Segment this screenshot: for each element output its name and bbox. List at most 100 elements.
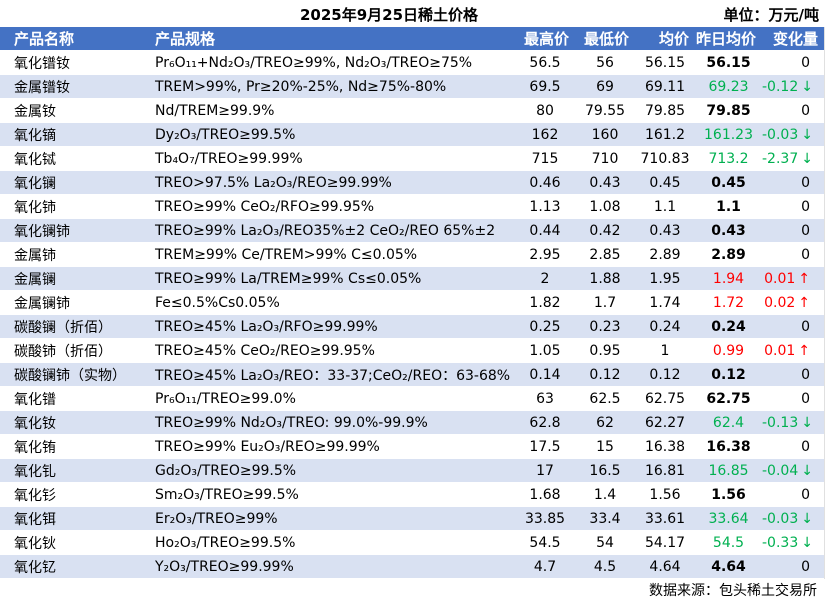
avg-price-cell[interactable]: 62.75 bbox=[635, 386, 695, 411]
low-price-cell[interactable]: 56 bbox=[575, 50, 635, 75]
avg-price-cell[interactable]: 69.11 bbox=[635, 74, 695, 99]
high-price-cell[interactable]: 162 bbox=[515, 122, 575, 147]
product-spec-cell[interactable]: TREO≥99% La₂O₃/REO35%±2 CeO₂/REO 65%±2 bbox=[140, 218, 515, 243]
low-price-cell[interactable]: 79.55 bbox=[575, 98, 635, 123]
low-price-cell[interactable]: 62.5 bbox=[575, 386, 635, 411]
product-name-cell[interactable]: 氧化铈 bbox=[0, 194, 140, 219]
table-row[interactable]: 碳酸铈（折佰） TREO≥45% CeO₂/REO≥99.95% 1.05 0.95 1… bbox=[0, 338, 824, 363]
table-row[interactable]: 氧化镧铈 TREO≥99% La₂O₃/REO35%±2 CeO₂/REO 65%… bbox=[0, 218, 824, 243]
product-name-cell[interactable]: 金属镧铈 bbox=[0, 290, 140, 315]
low-price-cell[interactable]: 1.08 bbox=[575, 194, 635, 219]
high-price-cell[interactable]: 0.46 bbox=[515, 170, 575, 195]
low-price-cell[interactable]: 0.12 bbox=[575, 362, 635, 387]
product-spec-cell[interactable]: TREO≥99% CeO₂/RFO≥99.95% bbox=[140, 194, 515, 219]
high-price-cell[interactable]: 4.7 bbox=[515, 554, 575, 579]
low-price-cell[interactable]: 69 bbox=[575, 74, 635, 99]
product-name-cell[interactable]: 碳酸镧铈（实物） bbox=[0, 362, 140, 387]
change-cell[interactable]: 0 bbox=[762, 50, 824, 75]
high-price-cell[interactable]: 62.8 bbox=[515, 410, 575, 435]
high-price-cell[interactable]: 715 bbox=[515, 146, 575, 171]
high-price-cell[interactable]: 1.05 bbox=[515, 338, 575, 363]
change-cell[interactable]: 0.02 ↑ bbox=[762, 290, 824, 315]
high-price-cell[interactable]: 1.82 bbox=[515, 290, 575, 315]
avg-price-cell[interactable]: 0.45 bbox=[635, 170, 695, 195]
yesterday-price-cell[interactable]: 1.94 bbox=[695, 266, 762, 291]
high-price-cell[interactable]: 17 bbox=[515, 458, 575, 483]
product-name-cell[interactable]: 氧化钬 bbox=[0, 530, 140, 555]
yesterday-price-cell[interactable]: 1.72 bbox=[695, 290, 762, 315]
change-cell[interactable]: 0.01 ↑ bbox=[762, 266, 824, 291]
table-row[interactable]: 金属镧铈 Fe≤0.5%Cs0.05% 1.82 1.7 1.74 1.72 0.02 ↑ bbox=[0, 290, 824, 315]
high-price-cell[interactable]: 80 bbox=[515, 98, 575, 123]
yesterday-price-cell[interactable]: 16.38 bbox=[695, 434, 762, 459]
product-spec-cell[interactable]: TREO≥45% CeO₂/REO≥99.95% bbox=[140, 338, 515, 363]
table-row[interactable]: 氧化铕 TREO≥99% Eu₂O₃/REO≥99.99% 17.5 15 16.38 1… bbox=[0, 434, 824, 459]
product-name-cell[interactable]: 金属镨钕 bbox=[0, 74, 140, 99]
avg-price-cell[interactable]: 16.81 bbox=[635, 458, 695, 483]
avg-price-cell[interactable]: 33.61 bbox=[635, 506, 695, 531]
avg-price-cell[interactable]: 16.38 bbox=[635, 434, 695, 459]
header-name[interactable]: 产品名称 bbox=[0, 27, 140, 51]
high-price-cell[interactable]: 2 bbox=[515, 266, 575, 291]
avg-price-cell[interactable]: 62.27 bbox=[635, 410, 695, 435]
header-change[interactable]: 变化量 bbox=[762, 27, 824, 51]
avg-price-cell[interactable]: 2.89 bbox=[635, 242, 695, 267]
table-row[interactable]: 氧化铽 Tb₄O₇/TREO≥99.99% 715 710 710.83 713.2 -2.… bbox=[0, 146, 824, 171]
product-name-cell[interactable]: 金属铈 bbox=[0, 242, 140, 267]
product-spec-cell[interactable]: Y₂O₃/TREO≥99.99% bbox=[140, 554, 515, 579]
low-price-cell[interactable]: 54 bbox=[575, 530, 635, 555]
change-cell[interactable]: 0 bbox=[762, 554, 824, 579]
high-price-cell[interactable]: 56.5 bbox=[515, 50, 575, 75]
change-cell[interactable]: -0.12 ↓ bbox=[762, 74, 824, 99]
yesterday-price-cell[interactable]: 79.85 bbox=[695, 98, 762, 123]
yesterday-price-cell[interactable]: 1.56 bbox=[695, 482, 762, 507]
table-row[interactable]: 氧化镝 Dy₂O₃/TREO≥99.5% 162 160 161.2 161.23 -0.0… bbox=[0, 122, 824, 147]
table-row[interactable]: 氧化钐 Sm₂O₃/TREO≥99.5% 1.68 1.4 1.56 1.56 0 bbox=[0, 482, 824, 507]
product-name-cell[interactable]: 氧化铽 bbox=[0, 146, 140, 171]
low-price-cell[interactable]: 0.95 bbox=[575, 338, 635, 363]
table-row[interactable]: 碳酸镧（折佰） TREO≥45% La₂O₃/RFO≥99.99% 0.25 0.23… bbox=[0, 314, 824, 339]
product-name-cell[interactable]: 氧化钇 bbox=[0, 554, 140, 579]
product-name-cell[interactable]: 碳酸铈（折佰） bbox=[0, 338, 140, 363]
low-price-cell[interactable]: 160 bbox=[575, 122, 635, 147]
table-row[interactable]: 氧化镧 TREO>97.5% La₂O₃/REO≥99.99% 0.46 0.43 0.… bbox=[0, 170, 824, 195]
avg-price-cell[interactable]: 0.12 bbox=[635, 362, 695, 387]
low-price-cell[interactable]: 2.85 bbox=[575, 242, 635, 267]
avg-price-cell[interactable]: 1 bbox=[635, 338, 695, 363]
high-price-cell[interactable]: 0.25 bbox=[515, 314, 575, 339]
table-row[interactable]: 氧化钇 Y₂O₃/TREO≥99.99% 4.7 4.5 4.64 4.64 0 bbox=[0, 554, 824, 579]
table-row[interactable]: 氧化钬 Ho₂O₃/TREO≥99.5% 54.5 54 54.17 54.5 -0.33 ↓ bbox=[0, 530, 824, 555]
product-spec-cell[interactable]: TREO≥45% La₂O₃/REO：33-37;CeO₂/REO：63-68% bbox=[140, 362, 515, 387]
high-price-cell[interactable]: 0.14 bbox=[515, 362, 575, 387]
table-row[interactable]: 氧化镨钕 Pr₆O₁₁+Nd₂O₃/TREO≥99%, Nd₂O₃/TREO≥75… bbox=[0, 50, 824, 75]
low-price-cell[interactable]: 4.5 bbox=[575, 554, 635, 579]
yesterday-price-cell[interactable]: 2.89 bbox=[695, 242, 762, 267]
yesterday-price-cell[interactable]: 16.85 bbox=[695, 458, 762, 483]
product-spec-cell[interactable]: TREM>99%, Pr≥20%-25%, Nd≥75%-80% bbox=[140, 74, 515, 99]
table-row[interactable]: 碳酸镧铈（实物） TREO≥45% La₂O₃/REO：33-37;CeO₂/RE… bbox=[0, 362, 824, 387]
yesterday-price-cell[interactable]: 62.75 bbox=[695, 386, 762, 411]
change-cell[interactable]: -0.04 ↓ bbox=[762, 458, 824, 483]
product-name-cell[interactable]: 氧化钕 bbox=[0, 410, 140, 435]
product-name-cell[interactable]: 氧化钐 bbox=[0, 482, 140, 507]
table-row[interactable]: 金属铈 TREM≥99% Ce/TREM>99% C≤0.05% 2.95 2.85 2… bbox=[0, 242, 824, 267]
change-cell[interactable]: 0 bbox=[762, 170, 824, 195]
change-cell[interactable]: -2.37 ↓ bbox=[762, 146, 824, 171]
product-name-cell[interactable]: 金属钕 bbox=[0, 98, 140, 123]
high-price-cell[interactable]: 0.44 bbox=[515, 218, 575, 243]
product-spec-cell[interactable]: Tb₄O₇/TREO≥99.99% bbox=[140, 146, 515, 171]
change-cell[interactable]: -0.03 ↓ bbox=[762, 506, 824, 531]
header-low[interactable]: 最低价 bbox=[575, 27, 635, 51]
table-row[interactable]: 金属钕 Nd/TREM≥99.9% 80 79.55 79.85 79.85 0 bbox=[0, 98, 824, 123]
table-row[interactable]: 氧化铒 Er₂O₃/TREO≥99% 33.85 33.4 33.61 33.64 -0.0… bbox=[0, 506, 824, 531]
header-high[interactable]: 最高价 bbox=[515, 27, 575, 51]
low-price-cell[interactable]: 710 bbox=[575, 146, 635, 171]
avg-price-cell[interactable]: 4.64 bbox=[635, 554, 695, 579]
high-price-cell[interactable]: 54.5 bbox=[515, 530, 575, 555]
low-price-cell[interactable]: 0.42 bbox=[575, 218, 635, 243]
yesterday-price-cell[interactable]: 54.5 bbox=[695, 530, 762, 555]
change-cell[interactable]: 0 bbox=[762, 482, 824, 507]
low-price-cell[interactable]: 0.23 bbox=[575, 314, 635, 339]
change-cell[interactable]: 0 bbox=[762, 314, 824, 339]
change-cell[interactable]: 0 bbox=[762, 242, 824, 267]
